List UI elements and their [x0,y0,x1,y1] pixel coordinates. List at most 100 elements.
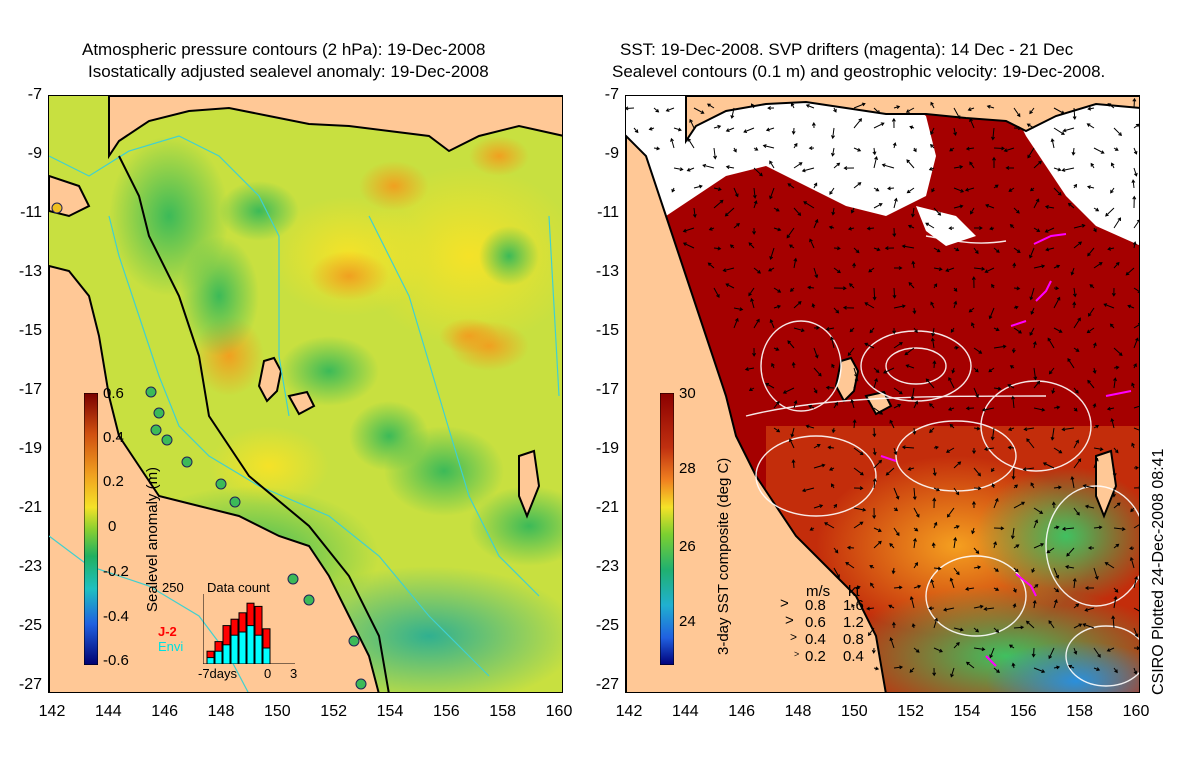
velocity-arrow [1053,107,1065,115]
velocity-arrow [1113,147,1119,151]
left-xtick: 152 [320,703,347,720]
velocity-arrow [633,127,639,134]
velocity-arrow [1092,342,1097,349]
geostrophic-velocity-vectors [626,97,1139,678]
velocity-arrow [873,367,880,374]
velocity-arrow [993,567,999,572]
velocity-arrow [869,565,875,569]
velocity-arrow [811,122,816,129]
left-xtick: 154 [376,703,404,720]
velocity-arrow [790,102,795,109]
velocity-arrow [907,466,915,471]
sl-tick-1: 0.4 [103,429,124,446]
velocity-arrow [1011,662,1016,669]
velocity-arrow [1133,363,1137,369]
right-xtick: 144 [671,703,699,720]
velocity-arrow [833,107,837,113]
velocity-arrow [953,567,960,576]
velocity-arrow [1005,165,1015,170]
velocity-arrow [1133,607,1139,612]
velocity-arrow [930,101,935,109]
velocity-arrow [873,407,884,415]
velocity-arrow [953,187,965,193]
histogram-bar-envi [246,625,255,664]
velocity-arrow [929,403,935,409]
velocity-arrow [808,146,815,151]
velocity-arrow [1009,224,1015,229]
velocity-arrow [913,400,918,409]
velocity-arrow [847,226,855,231]
histogram-xlabel-left: -7days [198,666,238,681]
velocity-arrow [933,247,941,253]
velocity-arrow [1086,123,1095,129]
velocity-arrow [1093,207,1100,212]
velocity-arrow [1103,303,1115,309]
velocity-arrow [1009,365,1015,369]
velocity-arrow [1133,123,1139,129]
velocity-arrow [885,467,895,476]
velocity-arrow [1106,406,1115,411]
velocity-arrow [1012,262,1017,269]
velocity-arrow [1030,307,1035,315]
histogram-xlabel-zero: 0 [264,666,272,681]
velocity-arrow [830,483,835,489]
velocity-arrow [733,147,737,153]
velocity-arrow [793,207,802,217]
velocity-arrow [933,283,938,289]
velocity-arrow [1113,527,1126,532]
velocity-arrow [873,107,881,114]
velocity-arrow [1053,286,1060,291]
velocity-arrow [993,627,1000,633]
histogram-bar-envi [238,631,247,664]
sl-tick-6: -0.6 [103,652,129,669]
velocity-arrow [827,445,835,450]
velocity-arrow [1046,547,1055,554]
velocity-arrow [1033,198,1040,209]
velocity-arrow [872,478,877,489]
velocity-arrow [833,401,838,409]
velocity-arrow [932,360,937,369]
velocity-arrow [1110,417,1115,429]
velocity-arrow [1113,502,1121,509]
velocity-arrow [893,527,900,537]
velocity-arrow [1129,546,1135,551]
velocity-arrow [1061,526,1075,531]
velocity-arrow [969,161,975,169]
velocity-arrow [773,227,782,232]
velocity-arrow [713,199,724,209]
sealevel-map-svg [49,96,562,692]
velocity-arrow [911,623,916,629]
velocity-arrow [930,578,935,589]
velocity-arrow [1013,327,1022,334]
velocity-arrow [1042,462,1055,469]
sst-tick-2: 26 [679,538,696,555]
velocity-arrow [1131,382,1135,389]
right-xtick: 150 [840,703,868,720]
velocity-arrow [673,167,684,172]
velocity-arrow [1050,427,1055,441]
velocity-arrow [793,301,802,309]
velocity-arrow [831,147,835,157]
velocity-arrow [1073,223,1086,229]
velocity-arrow [1026,438,1035,449]
velocity-arrow [1027,147,1035,159]
velocity-arrow [828,225,835,230]
velocity-arrow [1013,587,1017,593]
velocity-arrow [1112,467,1117,477]
velocity-arrow [893,342,903,349]
left-ytick: -27 [18,676,42,693]
velocity-arrow [872,147,877,156]
sl-tick-0: 0.6 [103,385,124,402]
velocity-arrow [993,184,999,189]
new-guinea-land [108,96,562,160]
velocity-arrow [1048,367,1055,375]
velocity-arrow [873,122,885,129]
sst-map [625,95,1140,693]
velocity-arrow [830,336,835,349]
velocity-arrow [722,267,735,273]
velocity-arrow [1013,501,1026,509]
velocity-arrow [1073,603,1080,609]
velocity-arrow [843,166,855,171]
velocity-arrow [873,666,880,671]
velocity-arrow [946,507,955,518]
